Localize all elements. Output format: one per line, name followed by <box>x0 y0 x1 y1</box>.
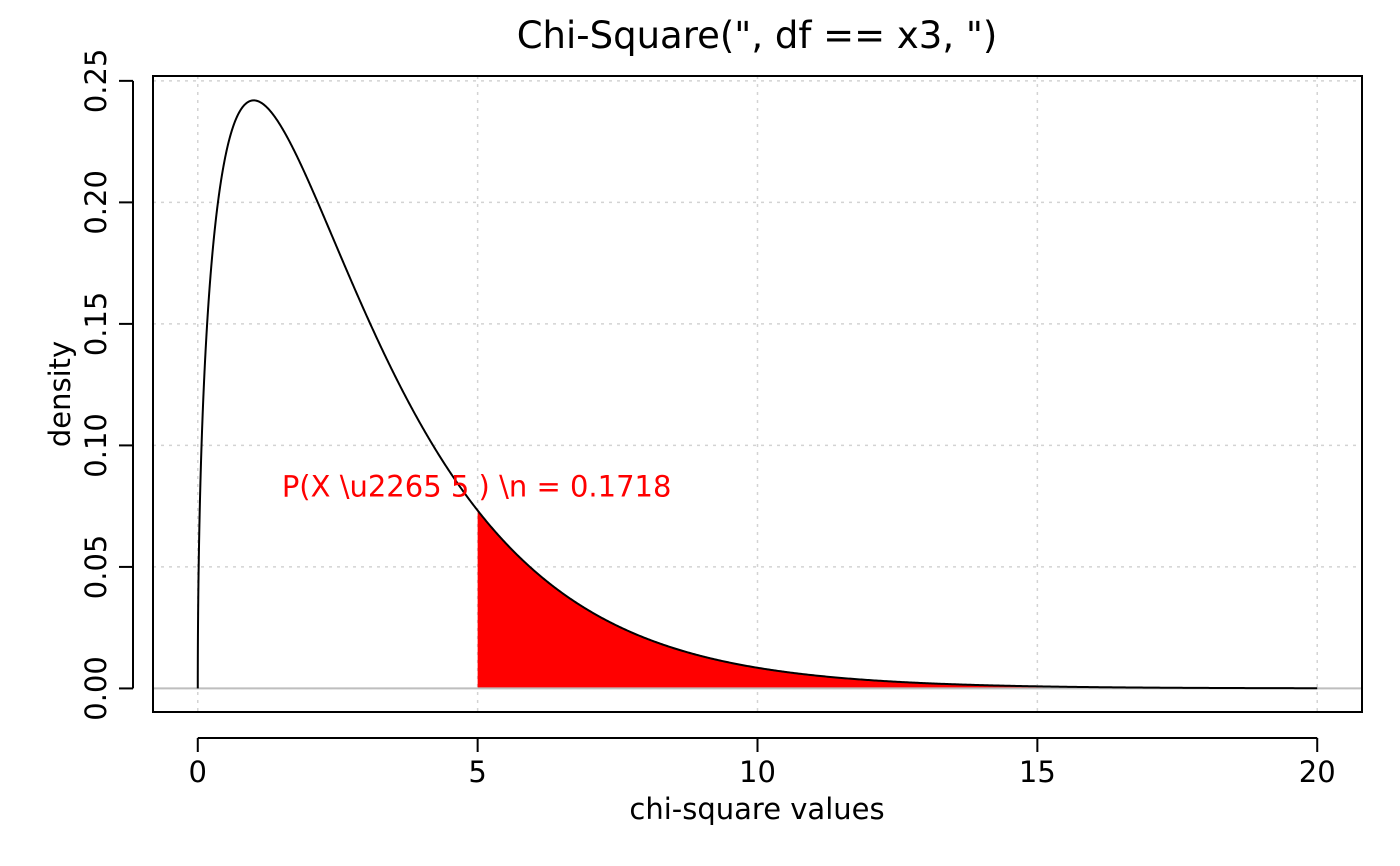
probability-annotation: P(X \u2265 5 ) \n = 0.1718 <box>282 470 672 504</box>
density-curve-layer <box>196 99 1318 690</box>
grid-lines <box>153 76 1362 712</box>
y-tick-label-2: 0.10 <box>79 413 113 478</box>
density-curve <box>196 99 1318 690</box>
shaded-tail-area <box>477 510 1318 689</box>
y-tick-label-0: 0.00 <box>79 656 113 721</box>
y-tick-label-4: 0.20 <box>79 170 113 235</box>
shaded-area-layer <box>477 510 1318 689</box>
x-tick-label-3: 15 <box>1019 755 1056 789</box>
axes-layer: 0 5 10 15 20 0.00 0.05 0.10 0.15 0.20 0.25 <box>79 49 1336 789</box>
plot-frame <box>152 75 1363 713</box>
x-tick-label-4: 20 <box>1299 755 1336 789</box>
y-tick-label-1: 0.05 <box>79 535 113 600</box>
x-axis-title: chi-square values <box>629 792 884 826</box>
y-tick-label-3: 0.15 <box>79 292 113 357</box>
x-tick-label-1: 5 <box>468 755 486 789</box>
chart-title: Chi-Square(", df == x3, ") <box>517 14 998 57</box>
y-tick-label-5: 0.25 <box>79 49 113 114</box>
y-axis-title: density <box>43 341 77 447</box>
x-tick-label-0: 0 <box>189 755 207 789</box>
x-tick-label-2: 10 <box>739 755 776 789</box>
